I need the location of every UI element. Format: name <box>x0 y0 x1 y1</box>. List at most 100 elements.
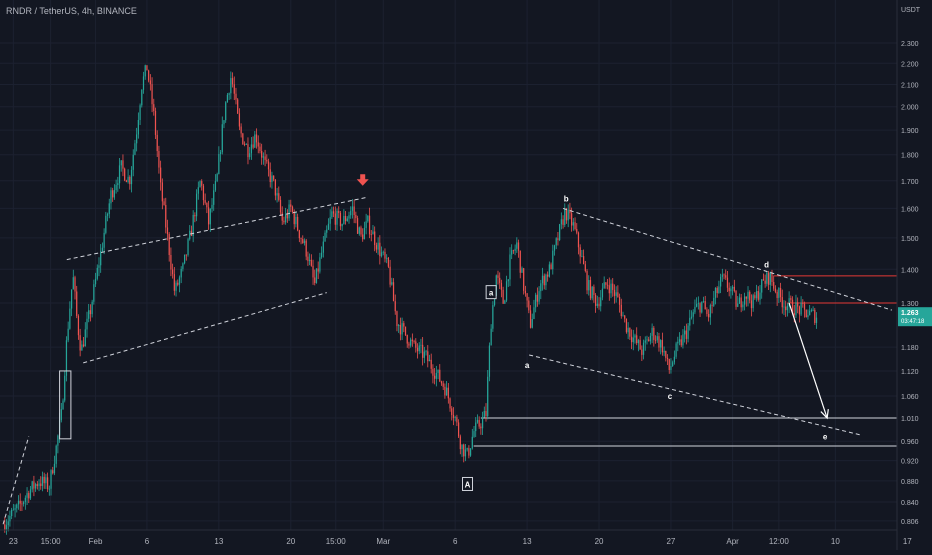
candle-body <box>351 206 354 211</box>
candle-body <box>341 223 343 227</box>
candle-body <box>594 294 597 306</box>
candle-body <box>666 357 669 360</box>
candle-body <box>432 368 434 376</box>
candle-body <box>675 343 677 357</box>
candle-body <box>358 227 360 234</box>
candle-body <box>502 289 504 304</box>
candle-body <box>214 181 217 191</box>
candle-body <box>456 417 458 423</box>
candle-body <box>798 306 801 315</box>
candle-body <box>733 286 735 292</box>
candle-body <box>153 104 155 111</box>
candle-body <box>182 263 184 269</box>
candle-body <box>725 275 727 278</box>
candle-body <box>187 239 189 255</box>
candle-body <box>266 159 268 162</box>
candle-body <box>749 291 751 301</box>
candle-body <box>249 153 251 158</box>
candle-body <box>613 289 616 296</box>
candle-body <box>93 284 95 302</box>
projection-arrow <box>788 302 828 419</box>
wave-label-box <box>462 476 474 491</box>
candle-body <box>130 169 133 185</box>
candle-body <box>636 335 638 344</box>
candle-body <box>723 274 725 276</box>
candle-body <box>738 297 741 304</box>
candle-body <box>29 489 32 499</box>
candle-body <box>170 254 172 270</box>
candle-body <box>800 302 802 315</box>
candle-body <box>624 315 626 319</box>
candle-body <box>329 217 331 224</box>
candle-body <box>767 272 770 285</box>
candle-body <box>386 257 388 259</box>
triangle-upper <box>562 207 893 311</box>
y-tick-label: 1.900 <box>901 128 919 135</box>
time-axis[interactable]: 23 15:00 Feb 6 13 20 15:00 Mar 6 13 20 27 Apr 12:00 10… <box>0 529 932 546</box>
candle-body <box>718 286 720 294</box>
y-tick-label: 1.120 <box>901 369 919 376</box>
candle-body <box>644 340 646 343</box>
candle-body <box>445 387 448 396</box>
candle-body <box>514 248 516 251</box>
candle-body <box>252 144 254 148</box>
candle-body <box>512 250 515 252</box>
candle-body <box>586 271 588 291</box>
candle-body <box>524 290 527 294</box>
y-tick-label: 0.960 <box>901 439 919 446</box>
candle-body <box>115 185 117 191</box>
candle-body <box>497 275 499 278</box>
candle-body <box>418 345 420 352</box>
candle-body <box>274 179 276 196</box>
candle-body <box>538 291 540 302</box>
candle-body <box>370 234 372 236</box>
candle-body <box>79 335 81 351</box>
candle-body <box>569 209 571 214</box>
candle-body <box>259 146 261 151</box>
candle-body <box>26 493 28 498</box>
candle-body <box>803 303 806 310</box>
candle-body <box>279 199 282 213</box>
candle-body <box>427 351 429 362</box>
candle-body <box>719 276 722 287</box>
y-tick-label: 0.920 <box>901 459 919 466</box>
candle-body <box>786 305 789 311</box>
candle-body <box>757 291 759 300</box>
candle-body <box>451 408 453 415</box>
candle-body <box>180 268 182 278</box>
candle-body <box>132 154 134 170</box>
candle-body <box>230 78 232 94</box>
candle-body <box>764 280 766 284</box>
left-trend <box>2 436 30 525</box>
candle-body <box>687 325 689 339</box>
candle-body <box>766 272 768 284</box>
candle-body <box>694 306 696 313</box>
candle-body <box>355 214 357 219</box>
x-tick-label: 6 <box>453 537 458 546</box>
last-price-badge: 1.263 03:47:18 <box>898 307 932 327</box>
candle-body <box>788 298 790 306</box>
candle-body <box>327 223 330 230</box>
candle-body <box>86 318 88 330</box>
candle-body <box>324 232 326 242</box>
candle-body <box>791 299 794 313</box>
candle-body <box>5 525 8 531</box>
candle-body <box>555 238 557 246</box>
candle-body <box>646 339 648 341</box>
candle-body <box>565 208 568 221</box>
y-tick-label: 0.806 <box>901 519 919 526</box>
candle-body <box>464 449 467 457</box>
candle-body <box>380 252 383 257</box>
candle-body <box>564 208 566 225</box>
candle-body <box>7 521 9 526</box>
candle-body <box>113 190 116 198</box>
candle-body <box>237 99 239 114</box>
candle-body <box>463 444 465 457</box>
candle-body <box>685 330 687 339</box>
price-axis[interactable]: 0.806 0.840 0.880 0.920 0.960 1.010 1.060 1.120… <box>896 0 919 550</box>
candle-body <box>404 326 407 336</box>
candle-body <box>617 292 619 297</box>
candle-body <box>362 234 364 240</box>
